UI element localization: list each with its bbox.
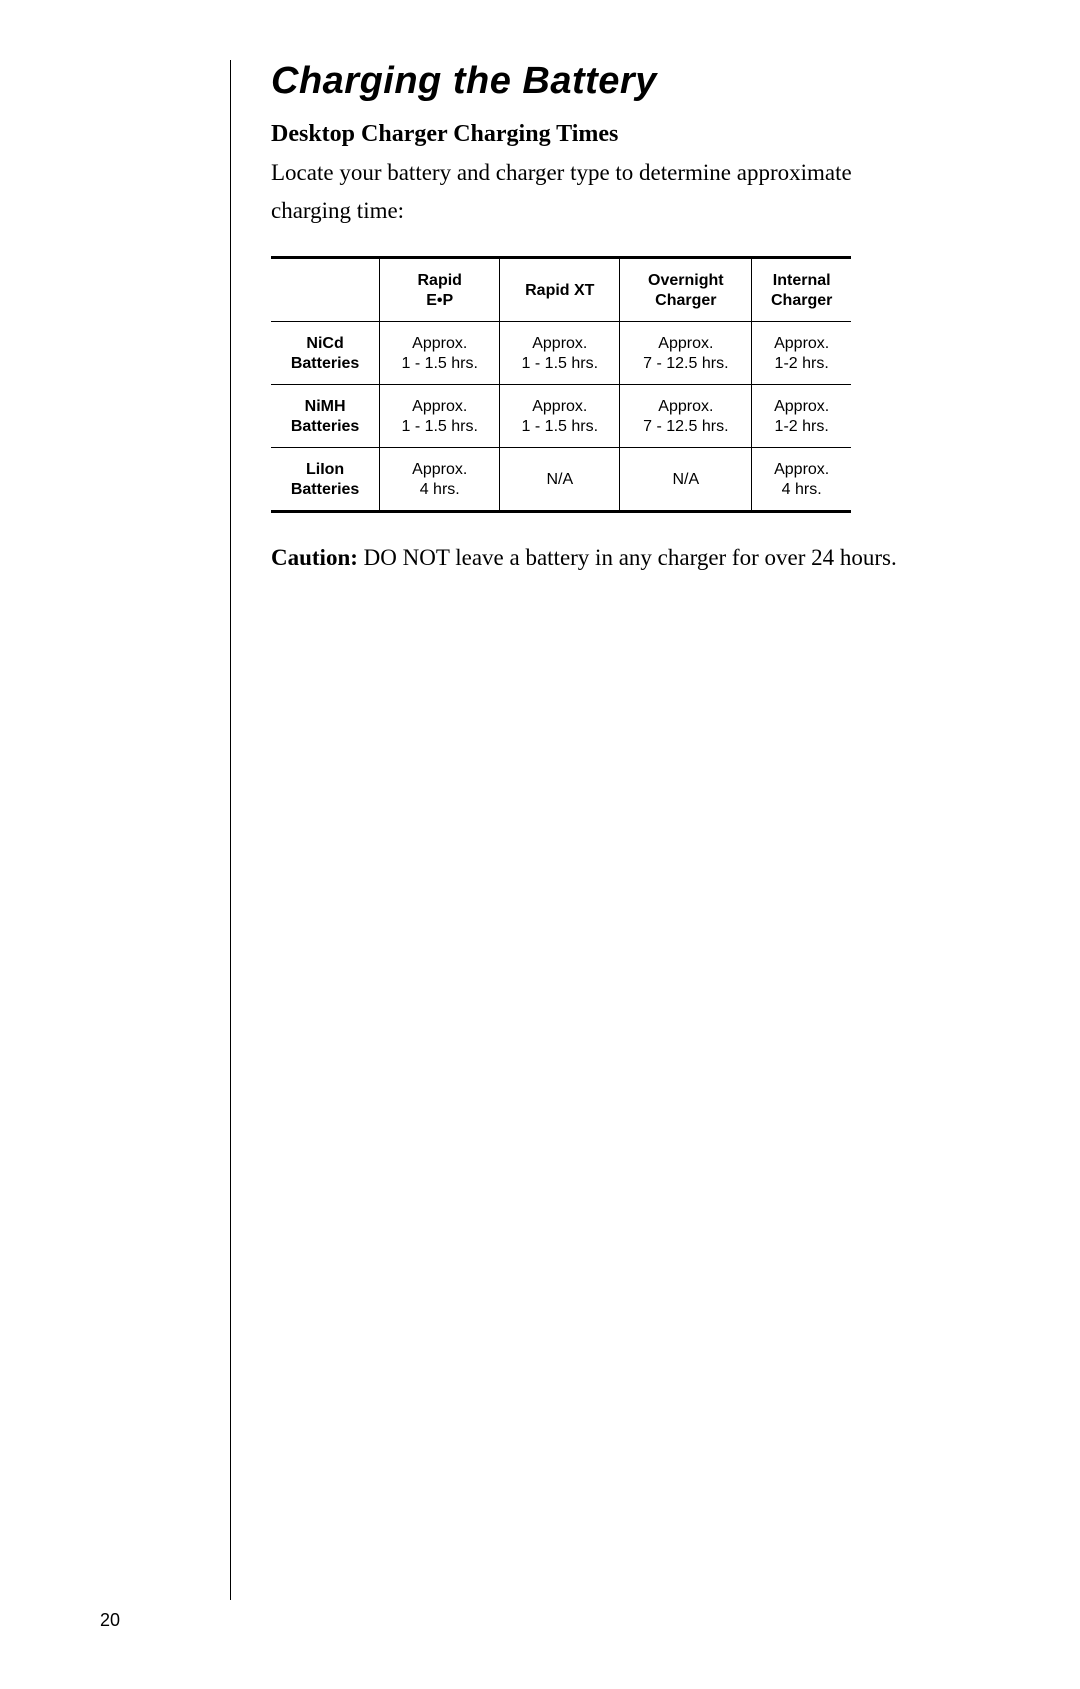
cell-line: Approx.	[532, 398, 587, 415]
col-header-internal: Internal Charger	[752, 257, 851, 321]
cell-line: 7 - 12.5 hrs.	[643, 355, 728, 372]
cell-line: Approx.	[774, 461, 829, 478]
table-header-row: Rapid E•P Rapid XT Overnight Charger Int…	[271, 257, 851, 321]
table-cell: Approx. 4 hrs.	[380, 447, 500, 511]
content-column: Charging the Battery Desktop Charger Cha…	[230, 60, 911, 1600]
cell-line: N/A	[673, 471, 700, 488]
caution-label: Caution:	[271, 545, 358, 570]
cell-line: Approx.	[412, 335, 467, 352]
table-cell: Approx. 1 - 1.5 hrs.	[500, 384, 620, 447]
row-header-nicd: NiCd Batteries	[271, 321, 380, 384]
cell-line: 4 hrs.	[782, 481, 822, 498]
cell-line: 1 - 1.5 hrs.	[522, 355, 598, 372]
row-header-line: Batteries	[291, 355, 359, 372]
table-cell: Approx. 4 hrs.	[752, 447, 851, 511]
col-header-overnight: Overnight Charger	[620, 257, 752, 321]
page-container: Charging the Battery Desktop Charger Cha…	[0, 0, 1080, 1689]
cell-line: Approx.	[412, 398, 467, 415]
cell-line: Approx.	[658, 398, 713, 415]
cell-line: 1-2 hrs.	[775, 355, 829, 372]
col-header-line: E•P	[426, 292, 453, 309]
table-cell: Approx. 1-2 hrs.	[752, 321, 851, 384]
table-row: LiIon Batteries Approx. 4 hrs. N/A N/A A	[271, 447, 851, 511]
row-header-line: NiMH	[305, 398, 346, 415]
cell-line: Approx.	[658, 335, 713, 352]
col-header-line: Rapid	[417, 272, 461, 289]
cell-line: 1 - 1.5 hrs.	[401, 355, 477, 372]
cell-line: Approx.	[774, 398, 829, 415]
table-cell: Approx. 7 - 12.5 hrs.	[620, 321, 752, 384]
chapter-title: Charging the Battery	[271, 60, 911, 103]
table-cell: Approx. 1-2 hrs.	[752, 384, 851, 447]
cell-line: Approx.	[532, 335, 587, 352]
row-header-line: Batteries	[291, 481, 359, 498]
table-cell: Approx. 1 - 1.5 hrs.	[500, 321, 620, 384]
table-cell: Approx. 1 - 1.5 hrs.	[380, 321, 500, 384]
row-header-nimh: NiMH Batteries	[271, 384, 380, 447]
cell-line: 7 - 12.5 hrs.	[643, 418, 728, 435]
page-number: 20	[100, 1610, 120, 1631]
intro-text: Locate your battery and charger type to …	[271, 154, 911, 230]
col-header-line: Charger	[771, 292, 832, 309]
cell-line: 4 hrs.	[420, 481, 460, 498]
col-header-line: Internal	[773, 272, 831, 289]
section-title: Desktop Charger Charging Times	[271, 121, 911, 148]
table-cell: Approx. 1 - 1.5 hrs.	[380, 384, 500, 447]
col-header-rapid-ep: Rapid E•P	[380, 257, 500, 321]
col-header-line: Overnight	[648, 272, 724, 289]
table-row: NiMH Batteries Approx. 1 - 1.5 hrs. Appr…	[271, 384, 851, 447]
table-row: NiCd Batteries Approx. 1 - 1.5 hrs. Appr…	[271, 321, 851, 384]
caution-body: DO NOT leave a battery in any charger fo…	[358, 545, 897, 570]
cell-line: N/A	[546, 471, 573, 488]
cell-line: 1 - 1.5 hrs.	[401, 418, 477, 435]
cell-line: Approx.	[412, 461, 467, 478]
table-cell: N/A	[620, 447, 752, 511]
row-header-line: LiIon	[306, 461, 344, 478]
row-header-line: NiCd	[306, 335, 343, 352]
cell-line: 1-2 hrs.	[775, 418, 829, 435]
table-corner-cell	[271, 257, 380, 321]
col-header-rapid-xt: Rapid XT	[500, 257, 620, 321]
cell-line: Approx.	[774, 335, 829, 352]
row-header-line: Batteries	[291, 418, 359, 435]
charging-times-table: Rapid E•P Rapid XT Overnight Charger Int…	[271, 256, 851, 513]
table-cell: Approx. 7 - 12.5 hrs.	[620, 384, 752, 447]
row-header-liion: LiIon Batteries	[271, 447, 380, 511]
col-header-line: Charger	[655, 292, 716, 309]
col-header-line: Rapid XT	[525, 282, 594, 299]
caution-paragraph: Caution: DO NOT leave a battery in any c…	[271, 539, 911, 577]
table-cell: N/A	[500, 447, 620, 511]
cell-line: 1 - 1.5 hrs.	[522, 418, 598, 435]
